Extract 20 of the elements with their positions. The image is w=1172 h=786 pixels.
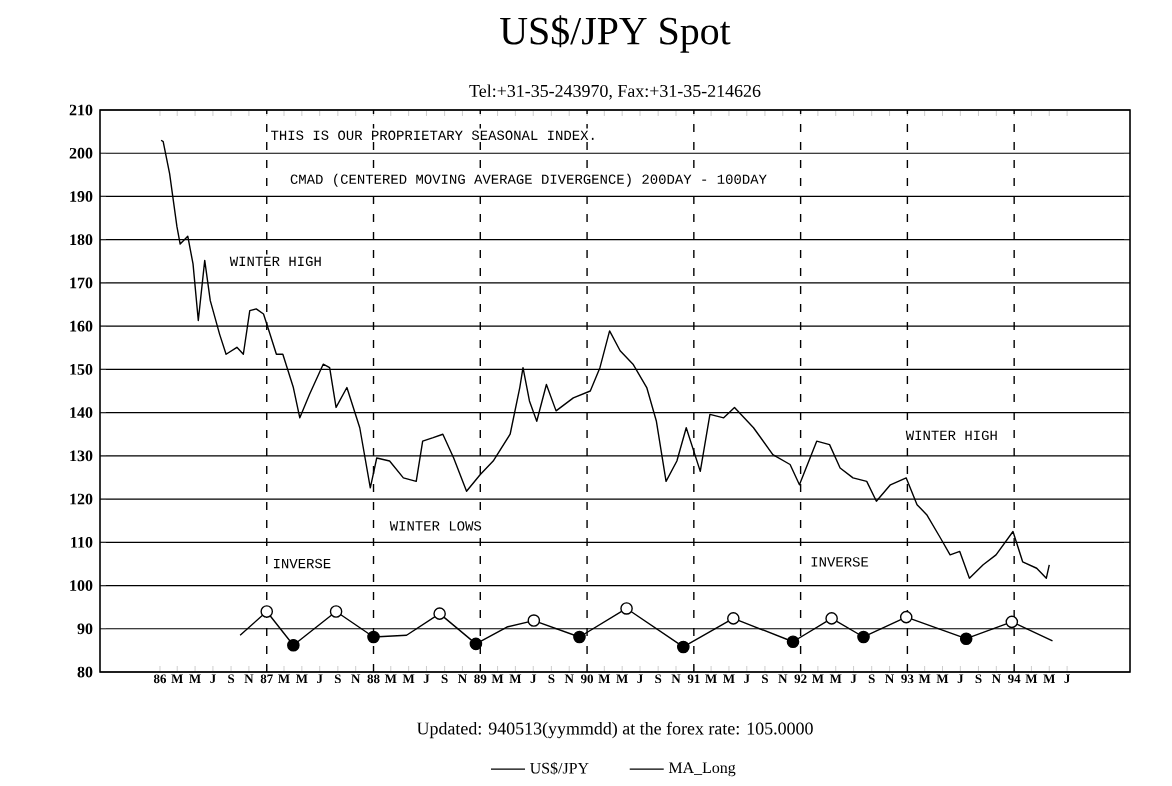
point <box>287 638 300 652</box>
point <box>573 630 586 644</box>
point <box>329 605 343 618</box>
chart-subtitle: Tel:+31-35-243970, Fax:+31-35-214626 <box>469 84 761 100</box>
point <box>959 632 973 646</box>
point <box>677 640 690 654</box>
point <box>260 605 274 618</box>
point <box>786 635 800 649</box>
point <box>825 612 838 625</box>
text: Updated: 940513(yymmdd) at the forex rate: 105.0000 <box>416 721 813 739</box>
point <box>527 614 541 627</box>
point <box>620 602 633 615</box>
point <box>727 612 740 625</box>
point <box>899 610 913 624</box>
point <box>469 637 483 651</box>
point <box>857 630 870 644</box>
point <box>367 630 380 644</box>
chart-title: US$/JPY Spot <box>500 15 731 53</box>
point <box>1005 615 1019 629</box>
point <box>433 607 446 620</box>
